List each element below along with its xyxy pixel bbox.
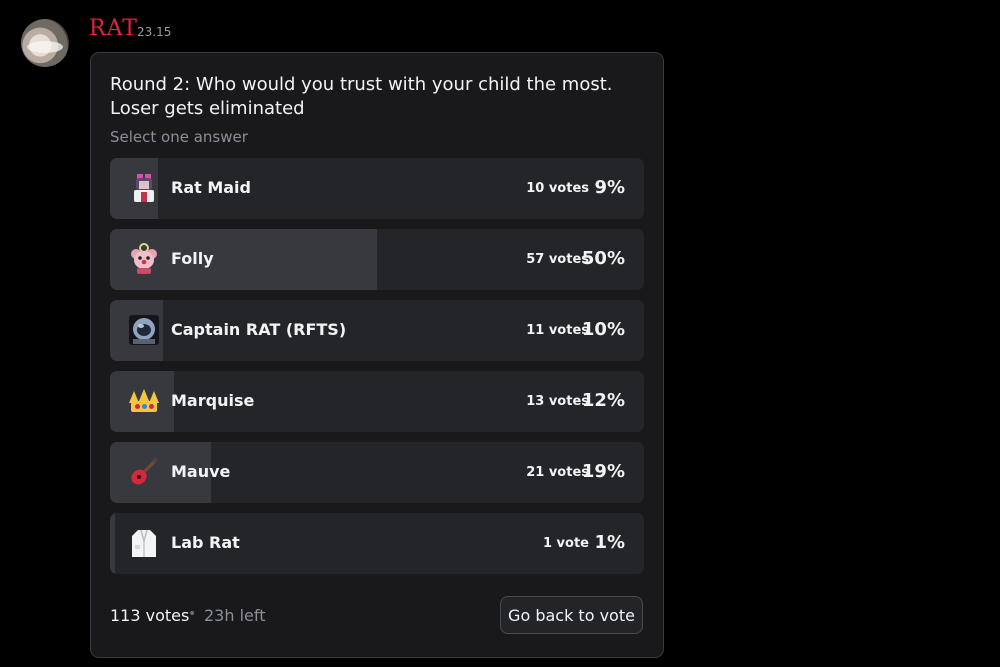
maid-rat-icon: [128, 172, 160, 204]
poll-option-rat-maid[interactable]: Rat Maid 10 votes 9%: [110, 158, 644, 219]
option-vote-count: 13 votes: [526, 394, 589, 409]
crown-icon: [128, 385, 160, 417]
option-label: Mauve: [171, 462, 231, 481]
poll-option-mauve[interactable]: Mauve 21 votes 19%: [110, 442, 644, 503]
poll-question-line-1: Round 2: Who would you trust with your c…: [110, 74, 613, 95]
option-vote-count: 21 votes: [526, 465, 589, 480]
option-percentage: 19%: [581, 461, 625, 482]
option-label: Rat Maid: [171, 178, 251, 197]
author-name[interactable]: RAT: [89, 16, 138, 41]
option-percentage: 9%: [594, 177, 625, 198]
lab-coat-icon: [128, 527, 160, 559]
option-label: Lab Rat: [171, 533, 240, 552]
option-vote-count: 11 votes: [526, 323, 589, 338]
total-votes: 113 votes: [110, 606, 190, 625]
helmet-icon: [128, 314, 160, 346]
vote-share-bar: [110, 229, 377, 290]
message-timestamp: 23.15: [137, 25, 172, 39]
guitar-icon: [128, 456, 160, 488]
poll-hint: Select one answer: [110, 128, 248, 146]
option-vote-count: 1 vote: [542, 536, 589, 551]
option-percentage: 1%: [594, 532, 625, 553]
go-back-to-vote-button[interactable]: Go back to vote: [500, 596, 643, 634]
option-vote-count: 10 votes: [526, 181, 589, 196]
time-left: 23h left: [204, 606, 266, 625]
separator-dot: •: [188, 606, 197, 622]
vote-share-bar: [110, 513, 116, 574]
option-percentage: 10%: [581, 319, 625, 340]
poll-option-marquise[interactable]: Marquise 13 votes 12%: [110, 371, 644, 432]
poll-card: Round 2: Who would you trust with your c…: [90, 52, 664, 658]
option-label: Marquise: [171, 391, 255, 410]
clown-rat-icon: [128, 243, 160, 275]
poll-options: Rat Maid 10 votes 9%: [110, 158, 644, 584]
avatar[interactable]: [21, 19, 69, 67]
option-label: Captain RAT (RFTS): [171, 320, 347, 339]
vote-share-bar: [110, 442, 212, 503]
poll-question-line-2: Loser gets eliminated: [110, 98, 305, 119]
poll-option-folly[interactable]: Folly 57 votes 50%: [110, 229, 644, 290]
poll-option-lab-rat[interactable]: Lab Rat 1 vote 1%: [110, 513, 644, 574]
poll-question: Round 2: Who would you trust with your c…: [110, 73, 630, 121]
option-percentage: 50%: [581, 248, 625, 269]
option-vote-count: 57 votes: [526, 252, 589, 267]
option-percentage: 12%: [581, 390, 625, 411]
poll-option-captain-rat[interactable]: Captain RAT (RFTS) 11 votes 10%: [110, 300, 644, 361]
option-label: Folly: [171, 249, 214, 268]
